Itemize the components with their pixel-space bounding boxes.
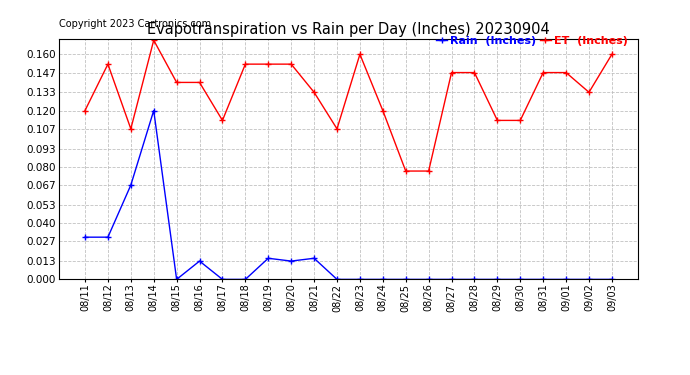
Rain  (Inches)	[608, 277, 616, 282]
Rain  (Inches)	[127, 183, 135, 188]
ET  (Inches)	[195, 80, 204, 85]
ET  (Inches)	[424, 169, 433, 173]
Rain  (Inches)	[150, 108, 158, 113]
Rain  (Inches)	[264, 256, 273, 261]
ET  (Inches)	[81, 108, 89, 113]
Rain  (Inches)	[287, 259, 295, 263]
Rain  (Inches)	[241, 277, 250, 282]
ET  (Inches)	[333, 127, 341, 131]
ET  (Inches)	[608, 52, 616, 57]
ET  (Inches)	[471, 70, 479, 75]
ET  (Inches)	[264, 62, 273, 66]
ET  (Inches)	[150, 38, 158, 42]
Legend: Rain  (Inches), ET  (Inches): Rain (Inches), ET (Inches)	[431, 32, 633, 51]
ET  (Inches)	[562, 70, 570, 75]
Rain  (Inches)	[310, 256, 318, 261]
Rain  (Inches)	[195, 259, 204, 263]
ET  (Inches)	[241, 62, 250, 66]
ET  (Inches)	[356, 52, 364, 57]
Line: Rain  (Inches): Rain (Inches)	[82, 108, 615, 282]
ET  (Inches)	[218, 118, 226, 123]
Rain  (Inches)	[379, 277, 387, 282]
ET  (Inches)	[379, 108, 387, 113]
Rain  (Inches)	[172, 277, 181, 282]
ET  (Inches)	[493, 118, 502, 123]
ET  (Inches)	[127, 127, 135, 131]
Line: ET  (Inches): ET (Inches)	[82, 38, 615, 174]
ET  (Inches)	[585, 90, 593, 94]
ET  (Inches)	[287, 62, 295, 66]
Rain  (Inches)	[539, 277, 547, 282]
Rain  (Inches)	[356, 277, 364, 282]
ET  (Inches)	[172, 80, 181, 85]
ET  (Inches)	[402, 169, 410, 173]
Rain  (Inches)	[81, 235, 89, 239]
Rain  (Inches)	[493, 277, 502, 282]
Text: Copyright 2023 Cartronics.com: Copyright 2023 Cartronics.com	[59, 19, 210, 28]
Rain  (Inches)	[424, 277, 433, 282]
ET  (Inches)	[104, 62, 112, 66]
ET  (Inches)	[447, 70, 455, 75]
Rain  (Inches)	[585, 277, 593, 282]
Title: Evapotranspiration vs Rain per Day (Inches) 20230904: Evapotranspiration vs Rain per Day (Inch…	[147, 22, 550, 37]
Rain  (Inches)	[516, 277, 524, 282]
ET  (Inches)	[539, 70, 547, 75]
Rain  (Inches)	[218, 277, 226, 282]
Rain  (Inches)	[333, 277, 341, 282]
Rain  (Inches)	[402, 277, 410, 282]
Rain  (Inches)	[104, 235, 112, 239]
ET  (Inches)	[310, 90, 318, 94]
Rain  (Inches)	[471, 277, 479, 282]
ET  (Inches)	[516, 118, 524, 123]
Rain  (Inches)	[447, 277, 455, 282]
Rain  (Inches)	[562, 277, 570, 282]
